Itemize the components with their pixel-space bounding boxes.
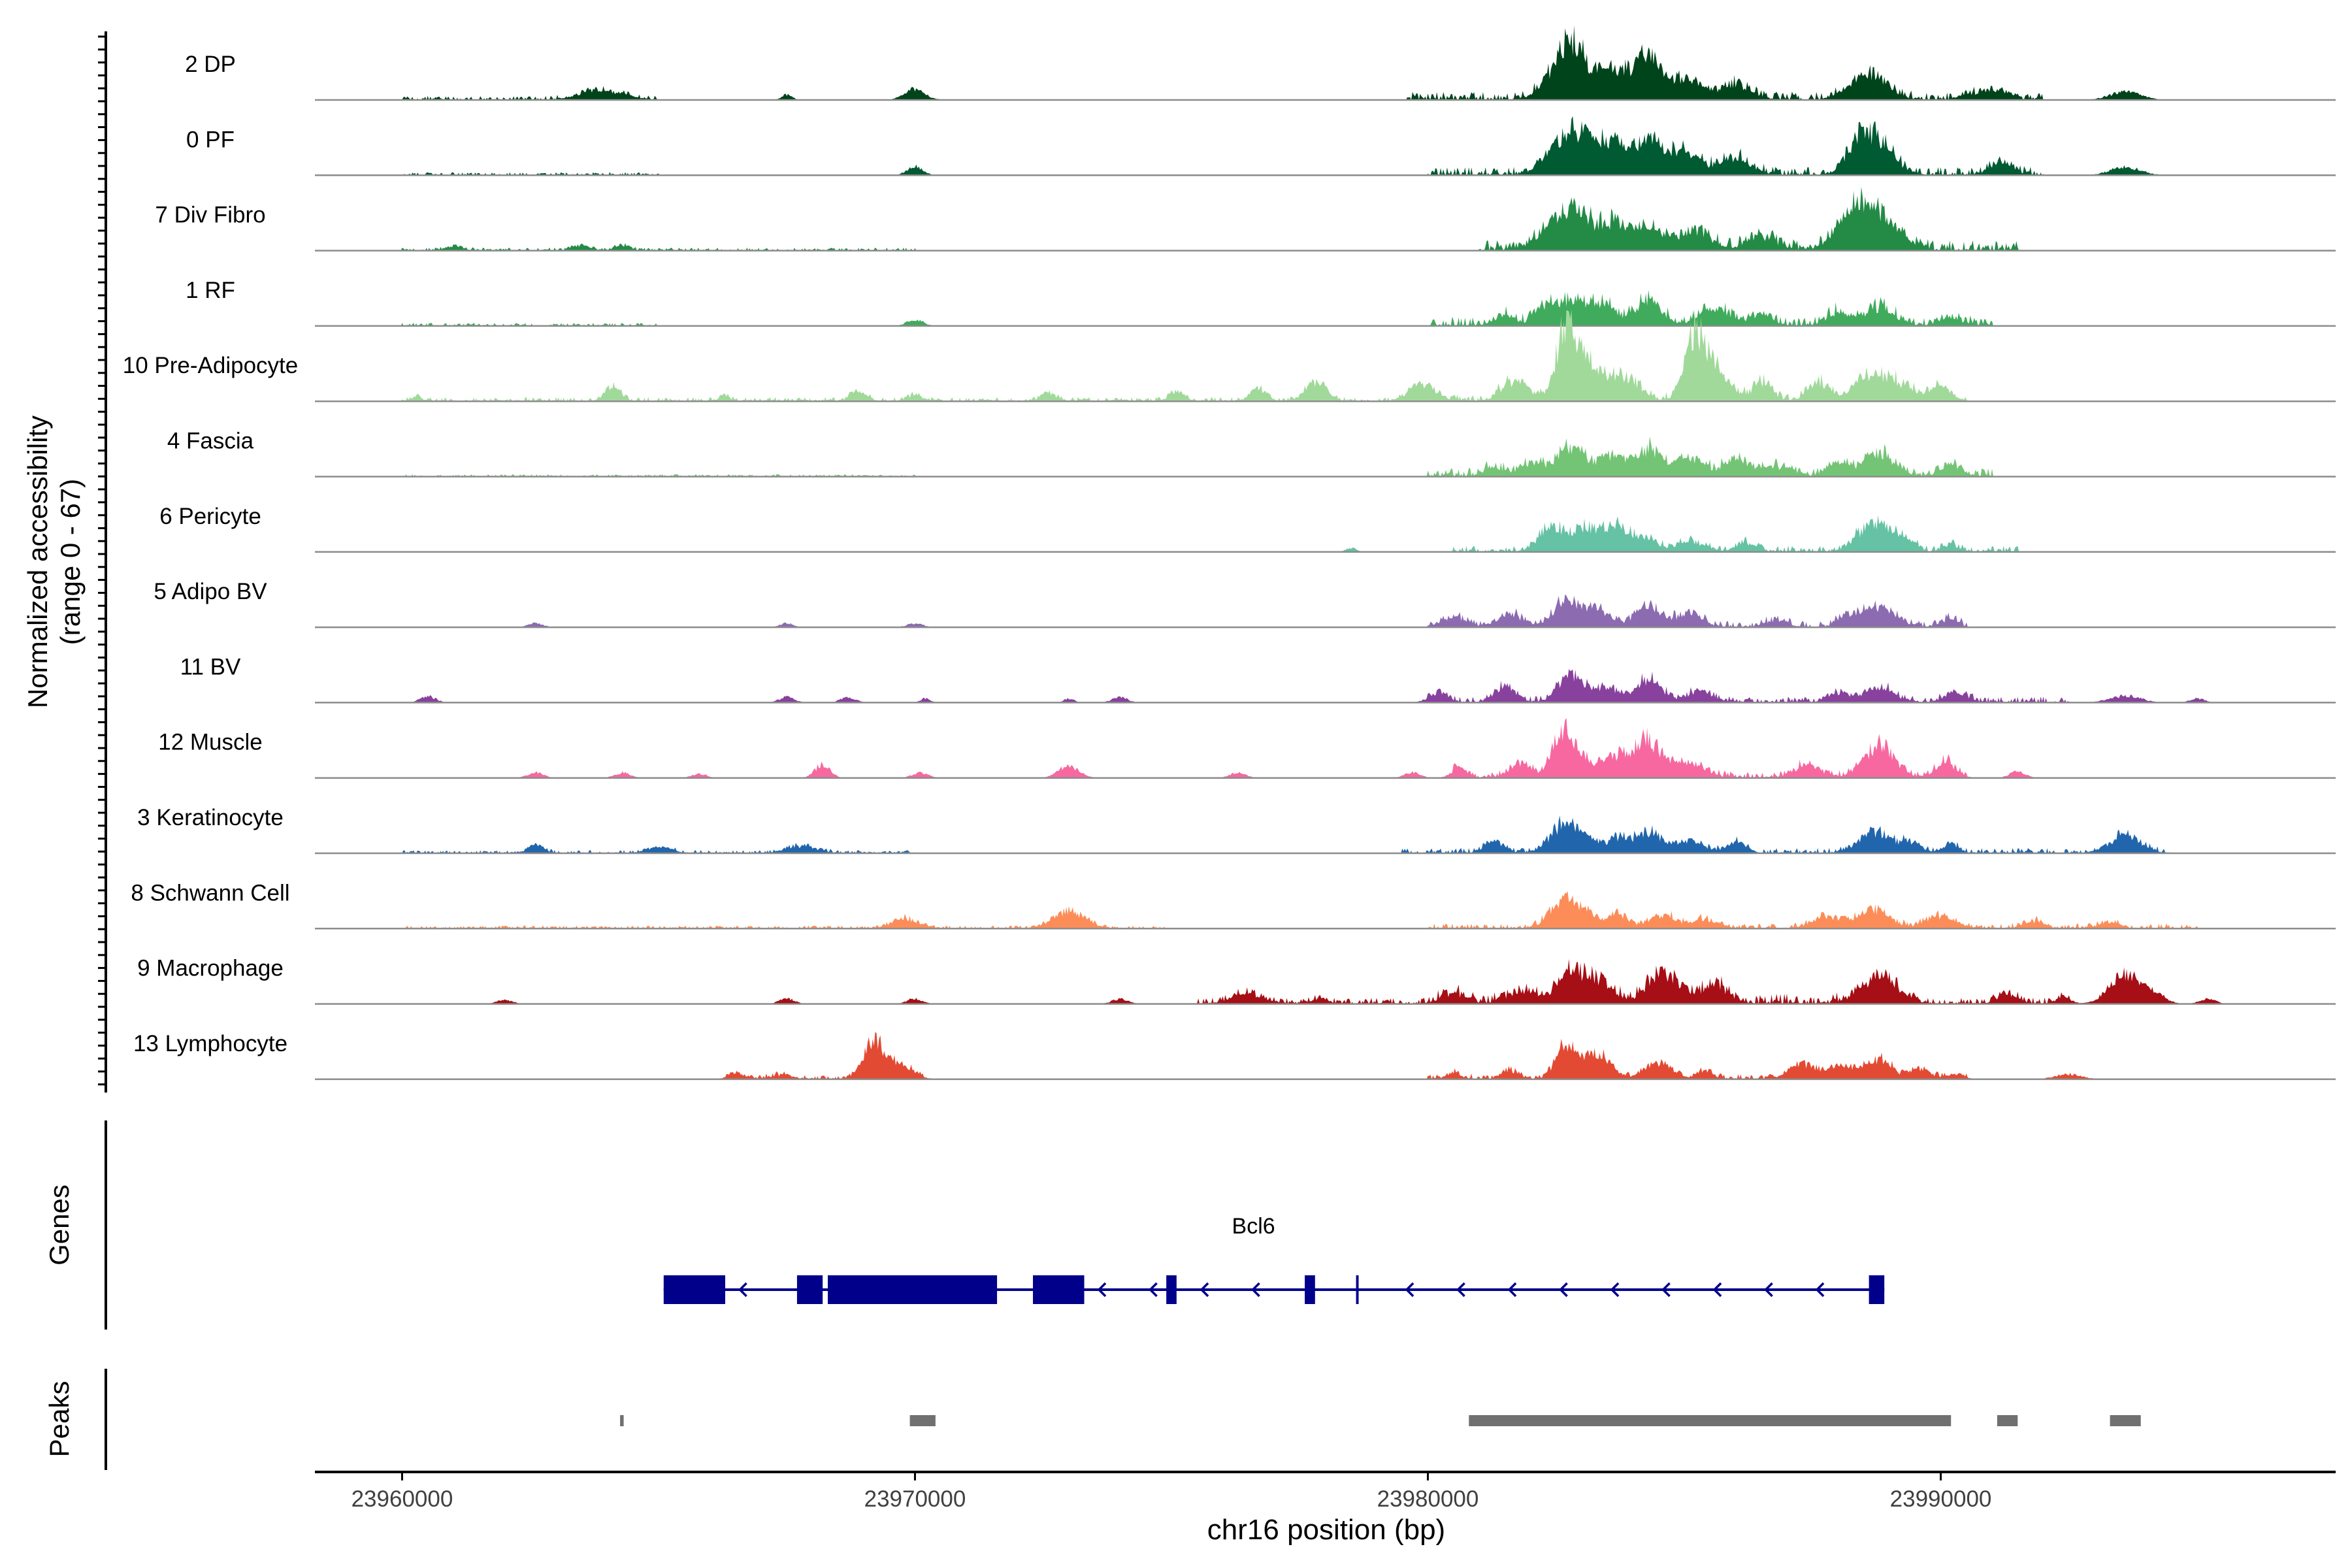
track-label: 3 Keratinocyte: [137, 805, 284, 830]
coverage-y-axis: [98, 31, 107, 1093]
strand-arrow: [1097, 1282, 1107, 1298]
strand-arrow: [1149, 1282, 1158, 1298]
track-label: 0 PF: [186, 127, 235, 152]
coverage-area: [315, 891, 2336, 929]
strand-arrow: [1251, 1282, 1260, 1298]
x-tick-label: 23970000: [864, 1486, 966, 1512]
x-axis-title: chr16 position (bp): [1207, 1514, 1445, 1546]
coverage-y-label-line1: Normalized accessibility: [22, 416, 53, 708]
strand-arrow: [1405, 1282, 1414, 1298]
gene-exon: [828, 1275, 998, 1304]
strand-arrow: [1559, 1282, 1568, 1298]
coverage-area: [315, 1032, 2336, 1079]
track-2-dp: 2 DP: [185, 25, 2336, 101]
strand-arrow: [738, 1282, 747, 1298]
track-label: 12 Muscle: [158, 730, 263, 755]
strand-arrow: [1200, 1282, 1209, 1298]
strand-arrow: [1661, 1282, 1671, 1298]
gene-exon: [663, 1275, 726, 1304]
track-8-schwann-cell: 8 Schwann Cell: [131, 880, 2336, 930]
gene-exon: [1033, 1275, 1085, 1304]
track-label: 8 Schwann Cell: [131, 880, 289, 906]
gene-exon: [1869, 1275, 1885, 1304]
track-13-lymphocyte: 13 Lymphocyte: [133, 1031, 2336, 1081]
track-label: 5 Adipo BV: [154, 579, 267, 604]
x-tick-label: 23960000: [351, 1486, 453, 1512]
track-11-bv: 11 BV: [180, 654, 2336, 704]
track-label: 11 BV: [180, 654, 241, 679]
strand-arrow: [1712, 1282, 1722, 1298]
track-12-muscle: 12 Muscle: [158, 718, 2336, 779]
track-9-macrophage: 9 Macrophage: [137, 956, 2336, 1005]
coverage-area: [315, 668, 2336, 703]
coverage-area: [315, 515, 2336, 552]
called-peak: [2110, 1415, 2141, 1426]
track-label: 4 Fascia: [167, 429, 254, 454]
track-4-fascia: 4 Fascia: [167, 429, 2336, 478]
gene-name-label: Bcl6: [1232, 1214, 1275, 1239]
coverage-tracks: 2 DP 0 PF 7 Div Fibro 1 RF 10 Pre-Adipocyte 4…: [123, 25, 2336, 1081]
coverage-area: [315, 594, 2336, 628]
strand-arrow: [1456, 1282, 1465, 1298]
track-label: 6 Pericyte: [159, 504, 261, 529]
track-label: 2 DP: [185, 52, 236, 77]
gene-exon: [1166, 1275, 1177, 1304]
track-3-keratinocyte: 3 Keratinocyte: [137, 805, 2336, 855]
track-label: 9 Macrophage: [137, 956, 284, 981]
track-10-pre-adipocyte: 10 Pre-Adipocyte: [123, 308, 2336, 402]
x-axis-ticks: 23960000 23970000 23980000 23990000: [351, 1472, 1992, 1512]
track-label: 10 Pre-Adipocyte: [123, 353, 298, 378]
coverage-area: [315, 186, 2336, 251]
coverage-area: [315, 116, 2336, 176]
gene-exon: [1305, 1275, 1315, 1304]
strand-arrow: [1764, 1282, 1773, 1298]
peaks-panel-label: Peaks: [44, 1381, 74, 1458]
coverage-area: [315, 25, 2336, 100]
track-6-pericyte: 6 Pericyte: [159, 504, 2336, 553]
track-0-pf: 0 PF: [186, 116, 2336, 176]
called-peak: [1469, 1415, 1952, 1426]
coverage-area: [315, 718, 2336, 778]
coverage-area: [315, 436, 2336, 477]
track-label: 1 RF: [186, 278, 235, 303]
called-peak: [620, 1415, 624, 1426]
track-1-rf: 1 RF: [186, 278, 2336, 327]
called-peak: [1997, 1415, 2018, 1426]
x-tick-label: 23990000: [1890, 1486, 1992, 1512]
gene-exon: [1356, 1275, 1359, 1304]
coverage-area: [315, 958, 2336, 1004]
x-tick-label: 23980000: [1377, 1486, 1479, 1512]
called-peaks: [620, 1415, 2141, 1426]
coverage-area: [315, 815, 2336, 853]
genes-panel-label: Genes: [44, 1184, 74, 1266]
strand-arrow: [1610, 1282, 1620, 1298]
strand-arrow: [1815, 1282, 1825, 1298]
track-label: 7 Div Fibro: [155, 203, 265, 228]
track-label: 13 Lymphocyte: [133, 1031, 287, 1056]
track-7-div-fibro: 7 Div Fibro: [155, 186, 2336, 252]
coverage-area: [315, 289, 2336, 326]
gene-model: [663, 1275, 1885, 1304]
strand-arrow: [1507, 1282, 1517, 1298]
called-peak: [909, 1415, 936, 1426]
coverage-y-label-line2: (range 0 - 67): [55, 479, 86, 645]
gene-exon: [796, 1275, 823, 1304]
coverage-area: [315, 308, 2336, 402]
track-5-adipo-bv: 5 Adipo BV: [154, 579, 2336, 629]
